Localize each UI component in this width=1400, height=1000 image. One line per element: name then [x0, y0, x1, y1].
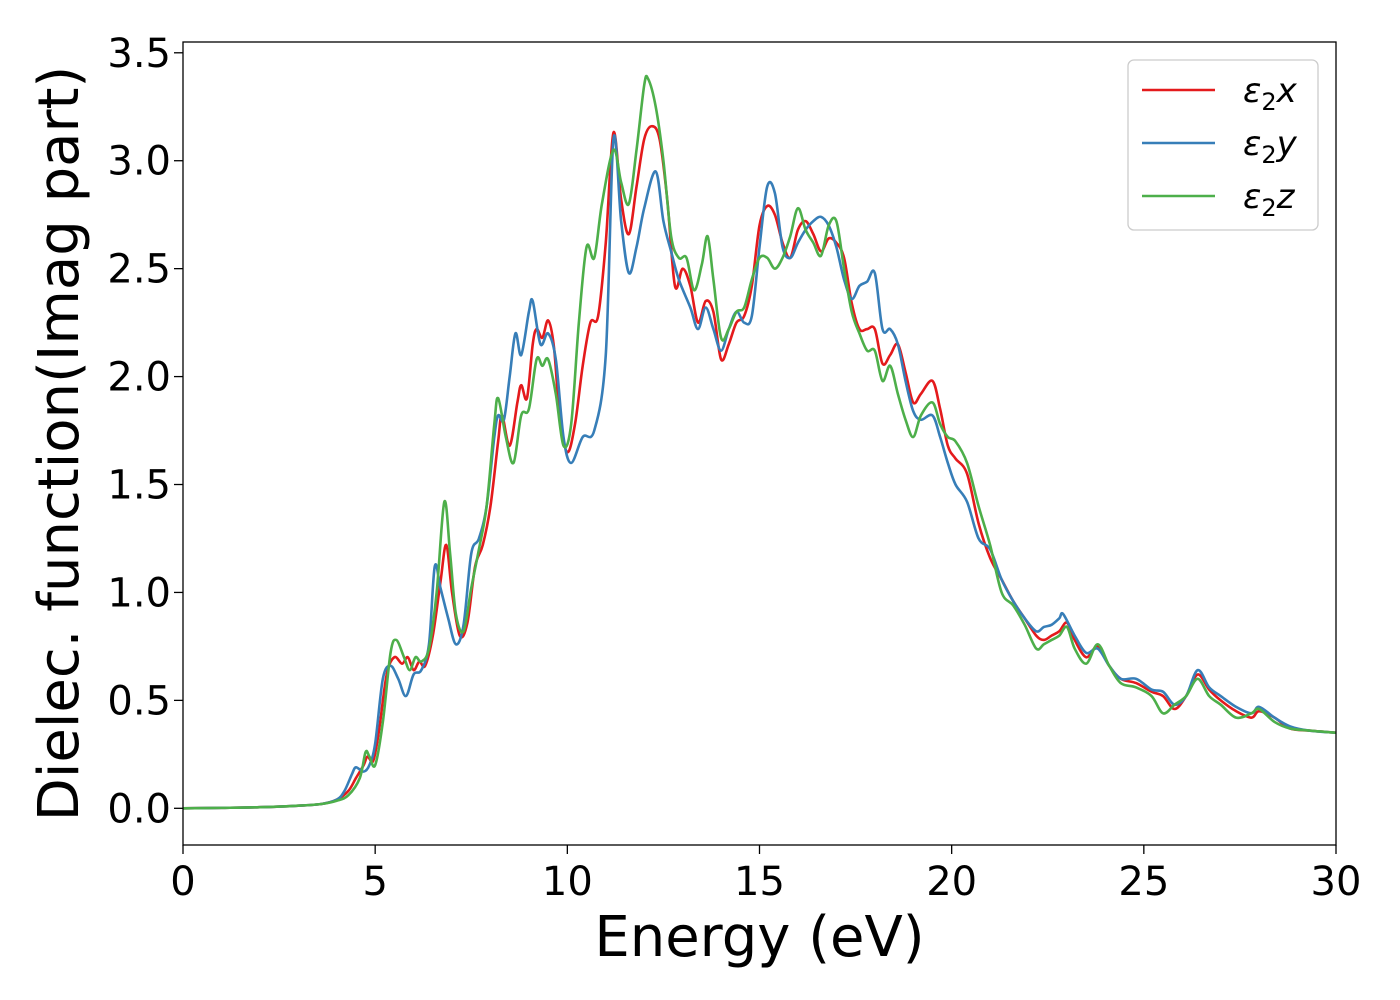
x-tick-label: 25: [1118, 859, 1169, 905]
x-tick-label: 10: [542, 859, 593, 905]
y-tick-label: 3.5: [107, 31, 171, 77]
x-tick-label: 20: [926, 859, 977, 905]
x-axis-title: Energy (eV): [594, 905, 924, 970]
series-layer: [183, 74, 1336, 810]
y-tick-label: 3.0: [107, 139, 171, 185]
y-tick-label: 0.0: [107, 786, 171, 832]
x-axis: 0 5 10 15 20 25 30: [170, 845, 1361, 905]
series-line-z: [183, 74, 1336, 810]
y-axis-title: Dielec. function(Imag part): [27, 66, 92, 822]
x-tick-label: 0: [170, 859, 195, 905]
legend-frame: [1127, 59, 1319, 231]
series-line-x: [183, 124, 1336, 810]
legend-label-x: ε2x: [1243, 71, 1298, 116]
x-tick-label: 5: [362, 859, 387, 905]
legend: ε2x ε2y ε2z: [1127, 59, 1319, 231]
y-tick-label: 1.5: [107, 463, 171, 509]
x-tick-label: 30: [1311, 859, 1362, 905]
x-tick-label: 15: [734, 859, 785, 905]
y-tick-label: 1.0: [107, 570, 171, 616]
legend-label-z: ε2z: [1243, 177, 1296, 222]
y-tick-label: 0.5: [107, 678, 171, 724]
y-tick-label: 2.0: [107, 355, 171, 401]
y-axis: 0.0 0.5 1.0 1.5 2.0 2.5 3.0 3.5: [107, 31, 183, 832]
y-tick-label: 2.5: [107, 247, 171, 293]
legend-label-y: ε2y: [1243, 124, 1298, 169]
